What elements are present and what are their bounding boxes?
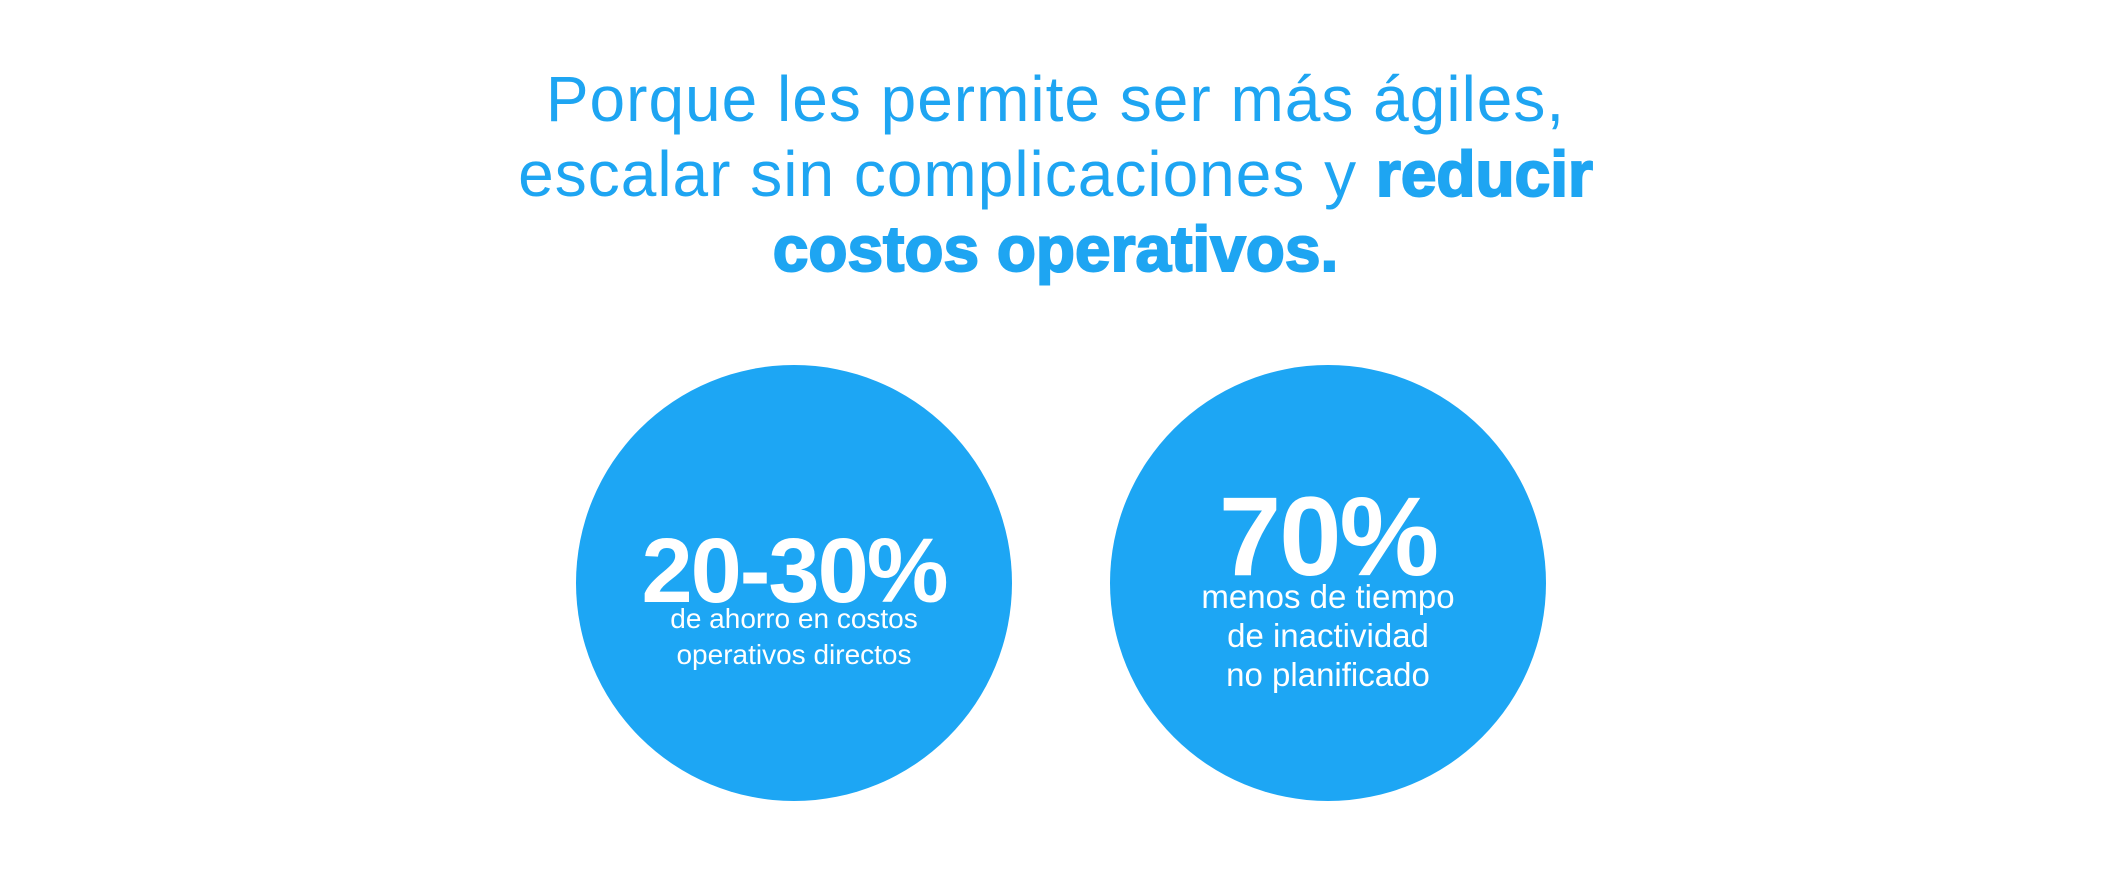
stat-value: 70%	[1218, 474, 1439, 599]
stat-description-line: de inactividad	[1227, 617, 1429, 654]
stat-description-line: menos de tiempo	[1201, 578, 1455, 615]
headline-line-2: escalar sin complicaciones y reducir	[0, 137, 2111, 212]
headline-emphasis-costos: costos operativos.	[772, 212, 1340, 286]
headline-line-2-regular: escalar sin complicaciones y	[518, 138, 1376, 210]
stat-description-line: operativos directos	[676, 639, 912, 670]
stat-circle-savings: 20-30% de ahorro en costos operativos di…	[576, 365, 1012, 801]
headline: Porque les permite ser más ágiles, escal…	[0, 62, 2111, 287]
stat-value: 20-30%	[641, 520, 948, 622]
stat-description-line: de ahorro en costos	[670, 603, 918, 634]
stat-description: menos de tiempo de inactividad no planif…	[1110, 577, 1546, 694]
stat-description-line: no planificado	[1226, 656, 1430, 693]
stat-description: de ahorro en costos operativos directos	[576, 601, 1012, 673]
stat-circle-downtime: 70% menos de tiempo de inactividad no pl…	[1110, 365, 1546, 801]
headline-emphasis-reducir: reducir	[1375, 137, 1594, 211]
headline-line-1: Porque les permite ser más ágiles,	[545, 63, 1566, 135]
